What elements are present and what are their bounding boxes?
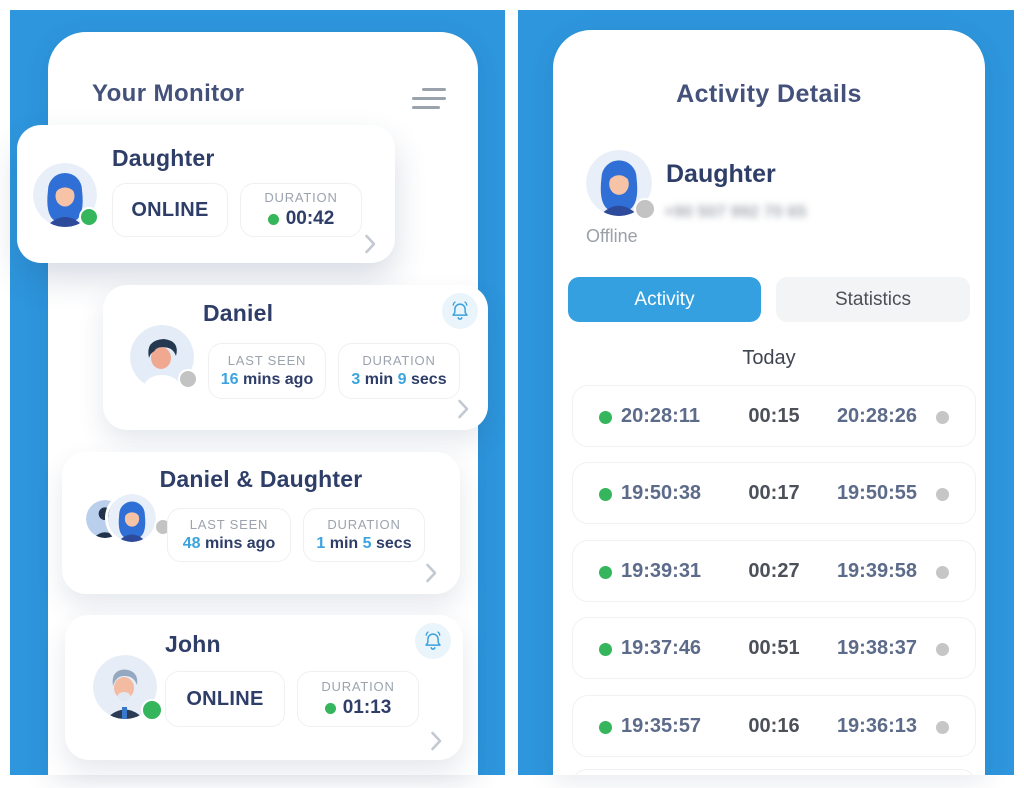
gray-dot (634, 198, 656, 220)
status-pill: ONLINE (165, 671, 285, 727)
last-seen-label: LAST SEEN (227, 353, 307, 368)
session-duration: 00:51 (748, 637, 800, 659)
session-duration: 00:17 (748, 482, 800, 504)
activity-row: 20:28:11 00:15 20:28:26 (572, 385, 976, 447)
last-seen-pill: LAST SEEN 16 mins ago (208, 343, 326, 399)
gray-dot (936, 643, 949, 656)
page-title-activity-details: Activity Details (676, 80, 862, 108)
last-seen-value: 48 mins ago (182, 535, 276, 552)
session-end-time: 19:38:37 (836, 637, 917, 659)
monitor-name: John (165, 631, 221, 657)
monitor-card-john[interactable]: John ONLINE DURATION 01:13 (65, 615, 463, 760)
gray-dot (936, 488, 949, 501)
green-dot (599, 721, 612, 734)
last-seen-value: 16 mins ago (220, 371, 314, 388)
session-start-time: 20:28:11 (621, 405, 700, 427)
status-label: ONLINE (131, 198, 209, 221)
green-dot (599, 488, 612, 501)
monitor-name: Daughter (112, 145, 215, 171)
last-seen-label: LAST SEEN (189, 517, 269, 532)
duration-value: 1 min 5 secs (316, 535, 412, 552)
chevron-right-icon[interactable] (423, 728, 449, 754)
chevron-right-icon[interactable] (357, 231, 383, 257)
session-end-time: 19:39:58 (836, 560, 917, 582)
status-label: ONLINE (186, 687, 264, 710)
green-dot (599, 566, 612, 579)
session-end-time: 20:28:26 (836, 405, 917, 427)
session-end-time: 19:50:55 (836, 482, 917, 504)
green-dot (141, 699, 163, 721)
monitor-name: Daniel & Daughter (159, 466, 363, 492)
green-dot (324, 702, 336, 714)
hamburger-bar (422, 88, 446, 91)
gray-dot (936, 411, 949, 424)
duration-label: DURATION (321, 679, 395, 694)
monitor-name: Daniel (203, 300, 274, 326)
activity-row: 19:35:57 00:16 19:36:13 (572, 695, 976, 757)
session-duration: 00:27 (748, 560, 800, 582)
duration-pill: DURATION 01:13 (297, 671, 419, 727)
monitor-card-daughter[interactable]: Daughter ONLINE DURATION 00:42 (17, 125, 395, 263)
duration-pill: DURATION 00:42 (240, 183, 362, 237)
day-section-header: Today (742, 347, 796, 369)
green-dot (599, 411, 612, 424)
duration-pill: DURATION 3 min 9 secs (338, 343, 460, 399)
page-title-your-monitor: Your Monitor (92, 80, 245, 107)
green-dot (267, 213, 279, 225)
avatar-daughter (108, 494, 156, 542)
gray-dot (936, 721, 949, 734)
monitor-card-daniel[interactable]: Daniel LAST SEEN 16 mins ago DURATION 3 … (103, 285, 488, 430)
duration-value: 3 min 9 secs (351, 371, 447, 388)
gray-dot (936, 566, 949, 579)
session-duration: 00:15 (748, 405, 800, 427)
bell-icon[interactable] (442, 293, 478, 329)
chevron-right-icon[interactable] (450, 396, 476, 422)
duration-value: 00:42 (285, 208, 335, 229)
duration-pill: DURATION 1 min 5 secs (303, 508, 425, 562)
duration-label: DURATION (327, 517, 401, 532)
profile-phone-blurred: +90 507 992 70 65 (664, 202, 807, 221)
session-end-time: 19:36:13 (836, 715, 917, 737)
gray-dot (178, 369, 198, 389)
session-start-time: 19:39:31 (621, 560, 702, 582)
activity-row: 19:39:31 00:27 19:39:58 (572, 540, 976, 602)
session-duration: 00:16 (748, 715, 800, 737)
green-dot (79, 207, 99, 227)
bell-icon[interactable] (415, 623, 451, 659)
last-seen-pill: LAST SEEN 48 mins ago (167, 508, 291, 562)
hamburger-bar (412, 97, 446, 100)
hamburger-bar (412, 106, 440, 109)
hamburger-menu-icon[interactable] (412, 88, 446, 109)
activity-row-partial (572, 769, 976, 775)
duration-label: DURATION (264, 190, 338, 205)
green-dot (599, 643, 612, 656)
tab-statistics[interactable]: Statistics (776, 277, 970, 322)
status-pill: ONLINE (112, 183, 228, 237)
chevron-right-icon[interactable] (418, 560, 444, 586)
duration-value: 01:13 (342, 697, 392, 718)
session-start-time: 19:35:57 (621, 715, 702, 737)
monitor-card-daniel-daughter[interactable]: Daniel & Daughter LAST SEEN 48 mins ago … (62, 452, 460, 594)
tab-activity[interactable]: Activity (568, 277, 761, 322)
presence-label: Offline (586, 226, 638, 246)
duration-label: DURATION (362, 353, 436, 368)
activity-row: 19:50:38 00:17 19:50:55 (572, 462, 976, 524)
activity-row: 19:37:46 00:51 19:38:37 (572, 617, 976, 679)
session-start-time: 19:37:46 (621, 637, 702, 659)
session-start-time: 19:50:38 (621, 482, 702, 504)
profile-name: Daughter (666, 160, 776, 188)
